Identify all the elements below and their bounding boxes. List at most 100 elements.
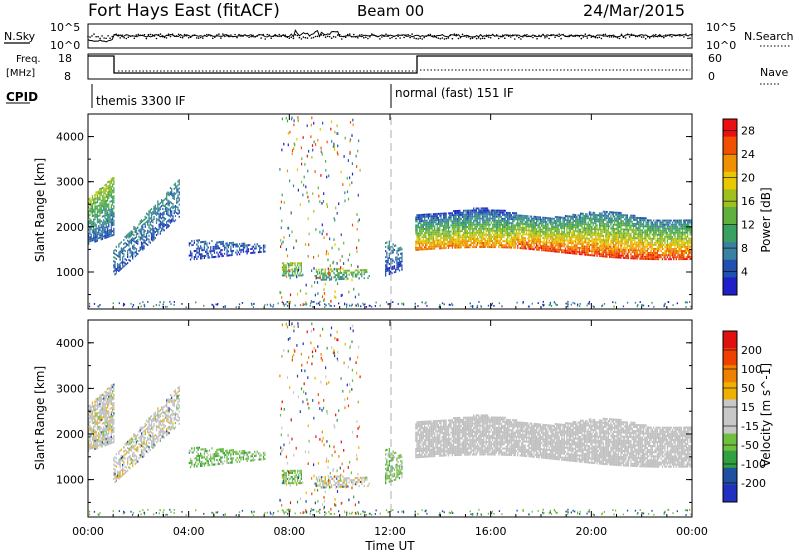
power-cell <box>201 241 203 244</box>
power-cell <box>415 220 417 223</box>
power-cell <box>91 202 94 205</box>
power-cell <box>445 228 447 231</box>
power-cell <box>202 249 204 252</box>
power-cell <box>348 273 350 276</box>
power-cell <box>458 242 460 245</box>
power-cell <box>113 201 115 204</box>
power-cell <box>104 226 106 229</box>
power-cell <box>609 225 611 228</box>
power-cell <box>615 213 617 216</box>
power-cell <box>534 234 536 237</box>
power-cell <box>105 224 107 227</box>
power-cell <box>627 224 630 227</box>
power-cell <box>444 232 446 235</box>
power-cell <box>592 246 594 249</box>
power-cell <box>426 229 428 232</box>
power-cell <box>159 202 161 205</box>
power-cell <box>124 235 126 238</box>
power-cell <box>167 193 169 196</box>
power-cell <box>427 231 430 234</box>
power-cell <box>124 258 126 261</box>
power-cell <box>167 225 169 228</box>
power-cell <box>499 221 501 224</box>
power-cell <box>461 211 463 214</box>
power-cell <box>436 212 438 215</box>
power-cell <box>101 235 104 238</box>
power-cell <box>456 240 458 243</box>
power-cell <box>89 209 91 212</box>
power-cell <box>595 218 597 221</box>
power-cell <box>103 229 105 232</box>
power-cell <box>611 211 613 214</box>
power-cell <box>642 227 645 230</box>
power-cell <box>641 225 643 228</box>
power-cell <box>103 200 105 203</box>
power-cell <box>426 248 428 251</box>
power-cell <box>221 243 223 245</box>
power-cell <box>582 247 584 250</box>
power-cell <box>615 238 617 241</box>
power-cell <box>636 241 638 244</box>
power-cell <box>474 209 476 212</box>
power-cell <box>475 215 477 218</box>
nsearch-point <box>594 36 597 39</box>
nsearch-point <box>272 35 275 38</box>
power-cell <box>615 248 617 251</box>
power-cell <box>257 245 260 248</box>
power-cell <box>106 197 109 200</box>
power-cell <box>537 240 539 243</box>
power-cell <box>566 245 568 248</box>
power-cell <box>590 240 592 242</box>
power-cell <box>444 216 446 219</box>
power-cell <box>95 228 97 230</box>
power-cell <box>603 241 606 244</box>
power-cell <box>523 223 525 225</box>
power-cell <box>532 219 534 222</box>
power-cell <box>644 245 646 248</box>
power-cell <box>650 227 652 230</box>
power-cell <box>563 223 565 225</box>
power-cell <box>573 244 575 247</box>
nsearch-point <box>675 34 677 36</box>
power-cell <box>106 191 109 194</box>
power-cell <box>120 251 122 254</box>
power-cell <box>430 223 432 226</box>
power-cell <box>648 243 650 246</box>
power-cell <box>93 239 95 241</box>
power-cell <box>518 234 520 237</box>
power-cell <box>590 229 592 232</box>
power-cell <box>650 231 652 234</box>
power-cell <box>586 237 588 240</box>
power-cell <box>100 207 102 210</box>
power-cell <box>510 232 513 235</box>
power-cell <box>494 209 496 212</box>
nsky-tick-high: 10^5 <box>50 21 80 34</box>
nsearch-point <box>512 34 514 36</box>
power-cell <box>485 244 487 246</box>
power-cell <box>166 202 168 205</box>
power-cell <box>168 200 170 203</box>
power-cell <box>578 232 581 235</box>
power-cell <box>602 231 604 233</box>
power-cell <box>605 253 607 256</box>
power-cell <box>479 235 481 238</box>
power-cell <box>435 213 437 215</box>
power-cell <box>610 233 612 236</box>
power-cell <box>529 248 531 250</box>
power-cell <box>189 250 192 253</box>
power-cell <box>172 203 174 206</box>
power-cell <box>498 227 500 230</box>
power-cell <box>631 251 633 254</box>
power-cell <box>100 187 102 190</box>
power-cell <box>479 209 481 212</box>
power-cell <box>430 237 432 240</box>
power-cell <box>108 186 110 189</box>
power-cell <box>515 234 518 237</box>
power-cell <box>611 237 613 240</box>
power-cell <box>201 255 203 258</box>
power-cell <box>466 240 469 243</box>
power-cell <box>475 211 477 214</box>
power-cell <box>615 217 617 220</box>
power-cell <box>649 241 651 244</box>
power-cell <box>418 246 421 249</box>
